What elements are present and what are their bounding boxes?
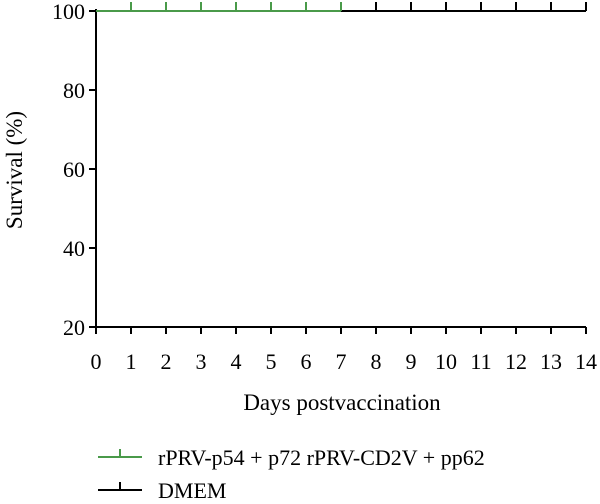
x-tick-label: 4 — [231, 349, 242, 374]
x-tick-label: 12 — [505, 349, 527, 374]
x-tick-label: 2 — [161, 349, 172, 374]
legend-label: rPRV-p54 + p72 rPRV-CD2V + pp62 — [158, 445, 485, 470]
x-tick-label: 9 — [406, 349, 417, 374]
x-tick-label: 11 — [470, 349, 491, 374]
y-tick-label: 100 — [52, 0, 85, 24]
y-tick-label: 20 — [63, 315, 85, 340]
x-tick-label: 0 — [91, 349, 102, 374]
x-tick-label: 8 — [371, 349, 382, 374]
x-tick-label: 10 — [435, 349, 457, 374]
x-axis-title: Days postvaccination — [243, 390, 441, 415]
x-tick-label: 3 — [196, 349, 207, 374]
x-tick-label: 7 — [336, 349, 347, 374]
x-tick-label: 14 — [575, 349, 597, 374]
legend-label: DMEM — [158, 478, 226, 503]
y-tick-label: 40 — [63, 236, 85, 261]
y-axis-title: Survival (%) — [2, 111, 27, 229]
y-tick-label: 60 — [63, 157, 85, 182]
x-tick-label: 1 — [126, 349, 137, 374]
legend: rPRV-p54 + p72 rPRV-CD2V + pp62 DMEM — [98, 445, 485, 503]
x-tick-label: 5 — [266, 349, 277, 374]
y-tick-label: 80 — [63, 78, 85, 103]
series-layer — [96, 2, 587, 12]
x-tick-label: 6 — [301, 349, 312, 374]
x-tick-label: 13 — [540, 349, 562, 374]
